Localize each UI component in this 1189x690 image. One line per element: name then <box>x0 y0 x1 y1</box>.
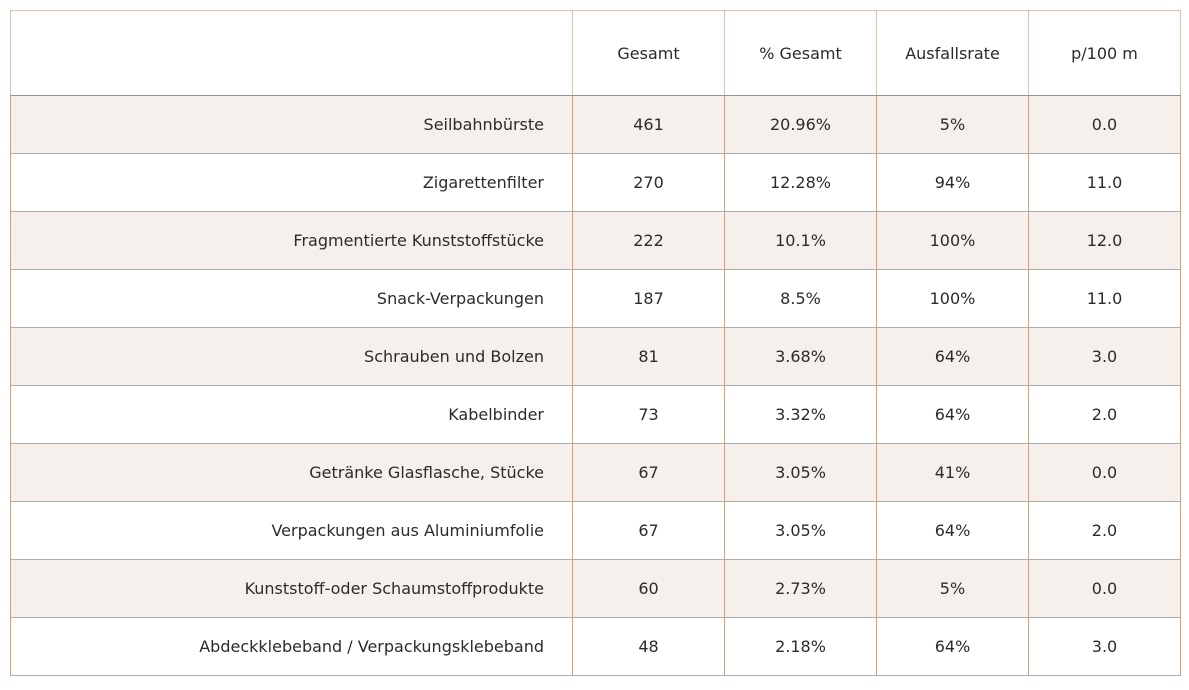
gesamt-value: 67 <box>572 443 725 502</box>
table-row: Zigarettenfilter 270 12.28% 94% 11.0 <box>10 153 1181 212</box>
percent-gesamt-value: 2.73% <box>724 559 877 618</box>
table-body: Seilbahnbürste 461 20.96% 5% 0.0 Zigarettenfi… <box>10 95 1181 676</box>
header-cell-p100m: p/100 m <box>1028 10 1181 96</box>
p100m-value: 11.0 <box>1028 153 1181 212</box>
header-row: Gesamt % Gesamt Ausfallsrate p/100 m <box>10 10 1181 96</box>
header-cell-label <box>10 10 573 96</box>
ausfallsrate-value: 100% <box>876 211 1029 270</box>
ausfallsrate-value: 64% <box>876 327 1029 386</box>
row-label: Getränke Glasflasche, Stücke <box>10 443 573 502</box>
table-row: Schrauben und Bolzen 81 3.68% 64% 3.0 <box>10 327 1181 386</box>
percent-gesamt-value: 3.05% <box>724 443 877 502</box>
row-label: Verpackungen aus Aluminiumfolie <box>10 501 573 560</box>
percent-gesamt-value: 2.18% <box>724 617 877 676</box>
gesamt-value: 270 <box>572 153 725 212</box>
row-label: Abdeckklebeband / Verpackungsklebeband <box>10 617 573 676</box>
header-cell-ausfallsrate: Ausfallsrate <box>876 10 1029 96</box>
table-row: Seilbahnbürste 461 20.96% 5% 0.0 <box>10 95 1181 154</box>
gesamt-value: 187 <box>572 269 725 328</box>
p100m-value: 11.0 <box>1028 269 1181 328</box>
gesamt-value: 81 <box>572 327 725 386</box>
header-cell-gesamt: Gesamt <box>572 10 725 96</box>
ausfallsrate-value: 100% <box>876 269 1029 328</box>
table-row: Snack-Verpackungen 187 8.5% 100% 11.0 <box>10 269 1181 328</box>
table-row: Kunststoff-oder Schaumstoffprodukte 60 2.7… <box>10 559 1181 618</box>
percent-gesamt-value: 3.05% <box>724 501 877 560</box>
row-label: Snack-Verpackungen <box>10 269 573 328</box>
header-cell-percent-gesamt: % Gesamt <box>724 10 877 96</box>
ausfallsrate-value: 64% <box>876 617 1029 676</box>
table-header: Gesamt % Gesamt Ausfallsrate p/100 m <box>10 10 1181 96</box>
ausfallsrate-value: 41% <box>876 443 1029 502</box>
percent-gesamt-value: 10.1% <box>724 211 877 270</box>
table-row: Getränke Glasflasche, Stücke 67 3.05% 41% 0.… <box>10 443 1181 502</box>
row-label: Zigarettenfilter <box>10 153 573 212</box>
data-table-container: Gesamt % Gesamt Ausfallsrate p/100 m Sei… <box>10 10 1181 680</box>
row-label: Seilbahnbürste <box>10 95 573 154</box>
gesamt-value: 48 <box>572 617 725 676</box>
ausfallsrate-value: 5% <box>876 559 1029 618</box>
gesamt-value: 222 <box>572 211 725 270</box>
row-label: Schrauben und Bolzen <box>10 327 573 386</box>
data-table: Gesamt % Gesamt Ausfallsrate p/100 m Sei… <box>10 10 1181 676</box>
gesamt-value: 461 <box>572 95 725 154</box>
row-label: Kabelbinder <box>10 385 573 444</box>
percent-gesamt-value: 8.5% <box>724 269 877 328</box>
p100m-value: 0.0 <box>1028 443 1181 502</box>
gesamt-value: 67 <box>572 501 725 560</box>
p100m-value: 0.0 <box>1028 559 1181 618</box>
table-row: Fragmentierte Kunststoffstücke 222 10.1% 10… <box>10 211 1181 270</box>
ausfallsrate-value: 64% <box>876 501 1029 560</box>
table-row: Kabelbinder 73 3.32% 64% 2.0 <box>10 385 1181 444</box>
p100m-value: 2.0 <box>1028 501 1181 560</box>
gesamt-value: 73 <box>572 385 725 444</box>
ausfallsrate-value: 64% <box>876 385 1029 444</box>
p100m-value: 3.0 <box>1028 617 1181 676</box>
p100m-value: 12.0 <box>1028 211 1181 270</box>
p100m-value: 2.0 <box>1028 385 1181 444</box>
row-label: Kunststoff-oder Schaumstoffprodukte <box>10 559 573 618</box>
ausfallsrate-value: 94% <box>876 153 1029 212</box>
percent-gesamt-value: 3.68% <box>724 327 877 386</box>
p100m-value: 3.0 <box>1028 327 1181 386</box>
percent-gesamt-value: 12.28% <box>724 153 877 212</box>
p100m-value: 0.0 <box>1028 95 1181 154</box>
ausfallsrate-value: 5% <box>876 95 1029 154</box>
gesamt-value: 60 <box>572 559 725 618</box>
row-label: Fragmentierte Kunststoffstücke <box>10 211 573 270</box>
table-row: Abdeckklebeband / Verpackungsklebeband 48… <box>10 617 1181 676</box>
table-row: Verpackungen aus Aluminiumfolie 67 3.05% 64… <box>10 501 1181 560</box>
percent-gesamt-value: 3.32% <box>724 385 877 444</box>
percent-gesamt-value: 20.96% <box>724 95 877 154</box>
